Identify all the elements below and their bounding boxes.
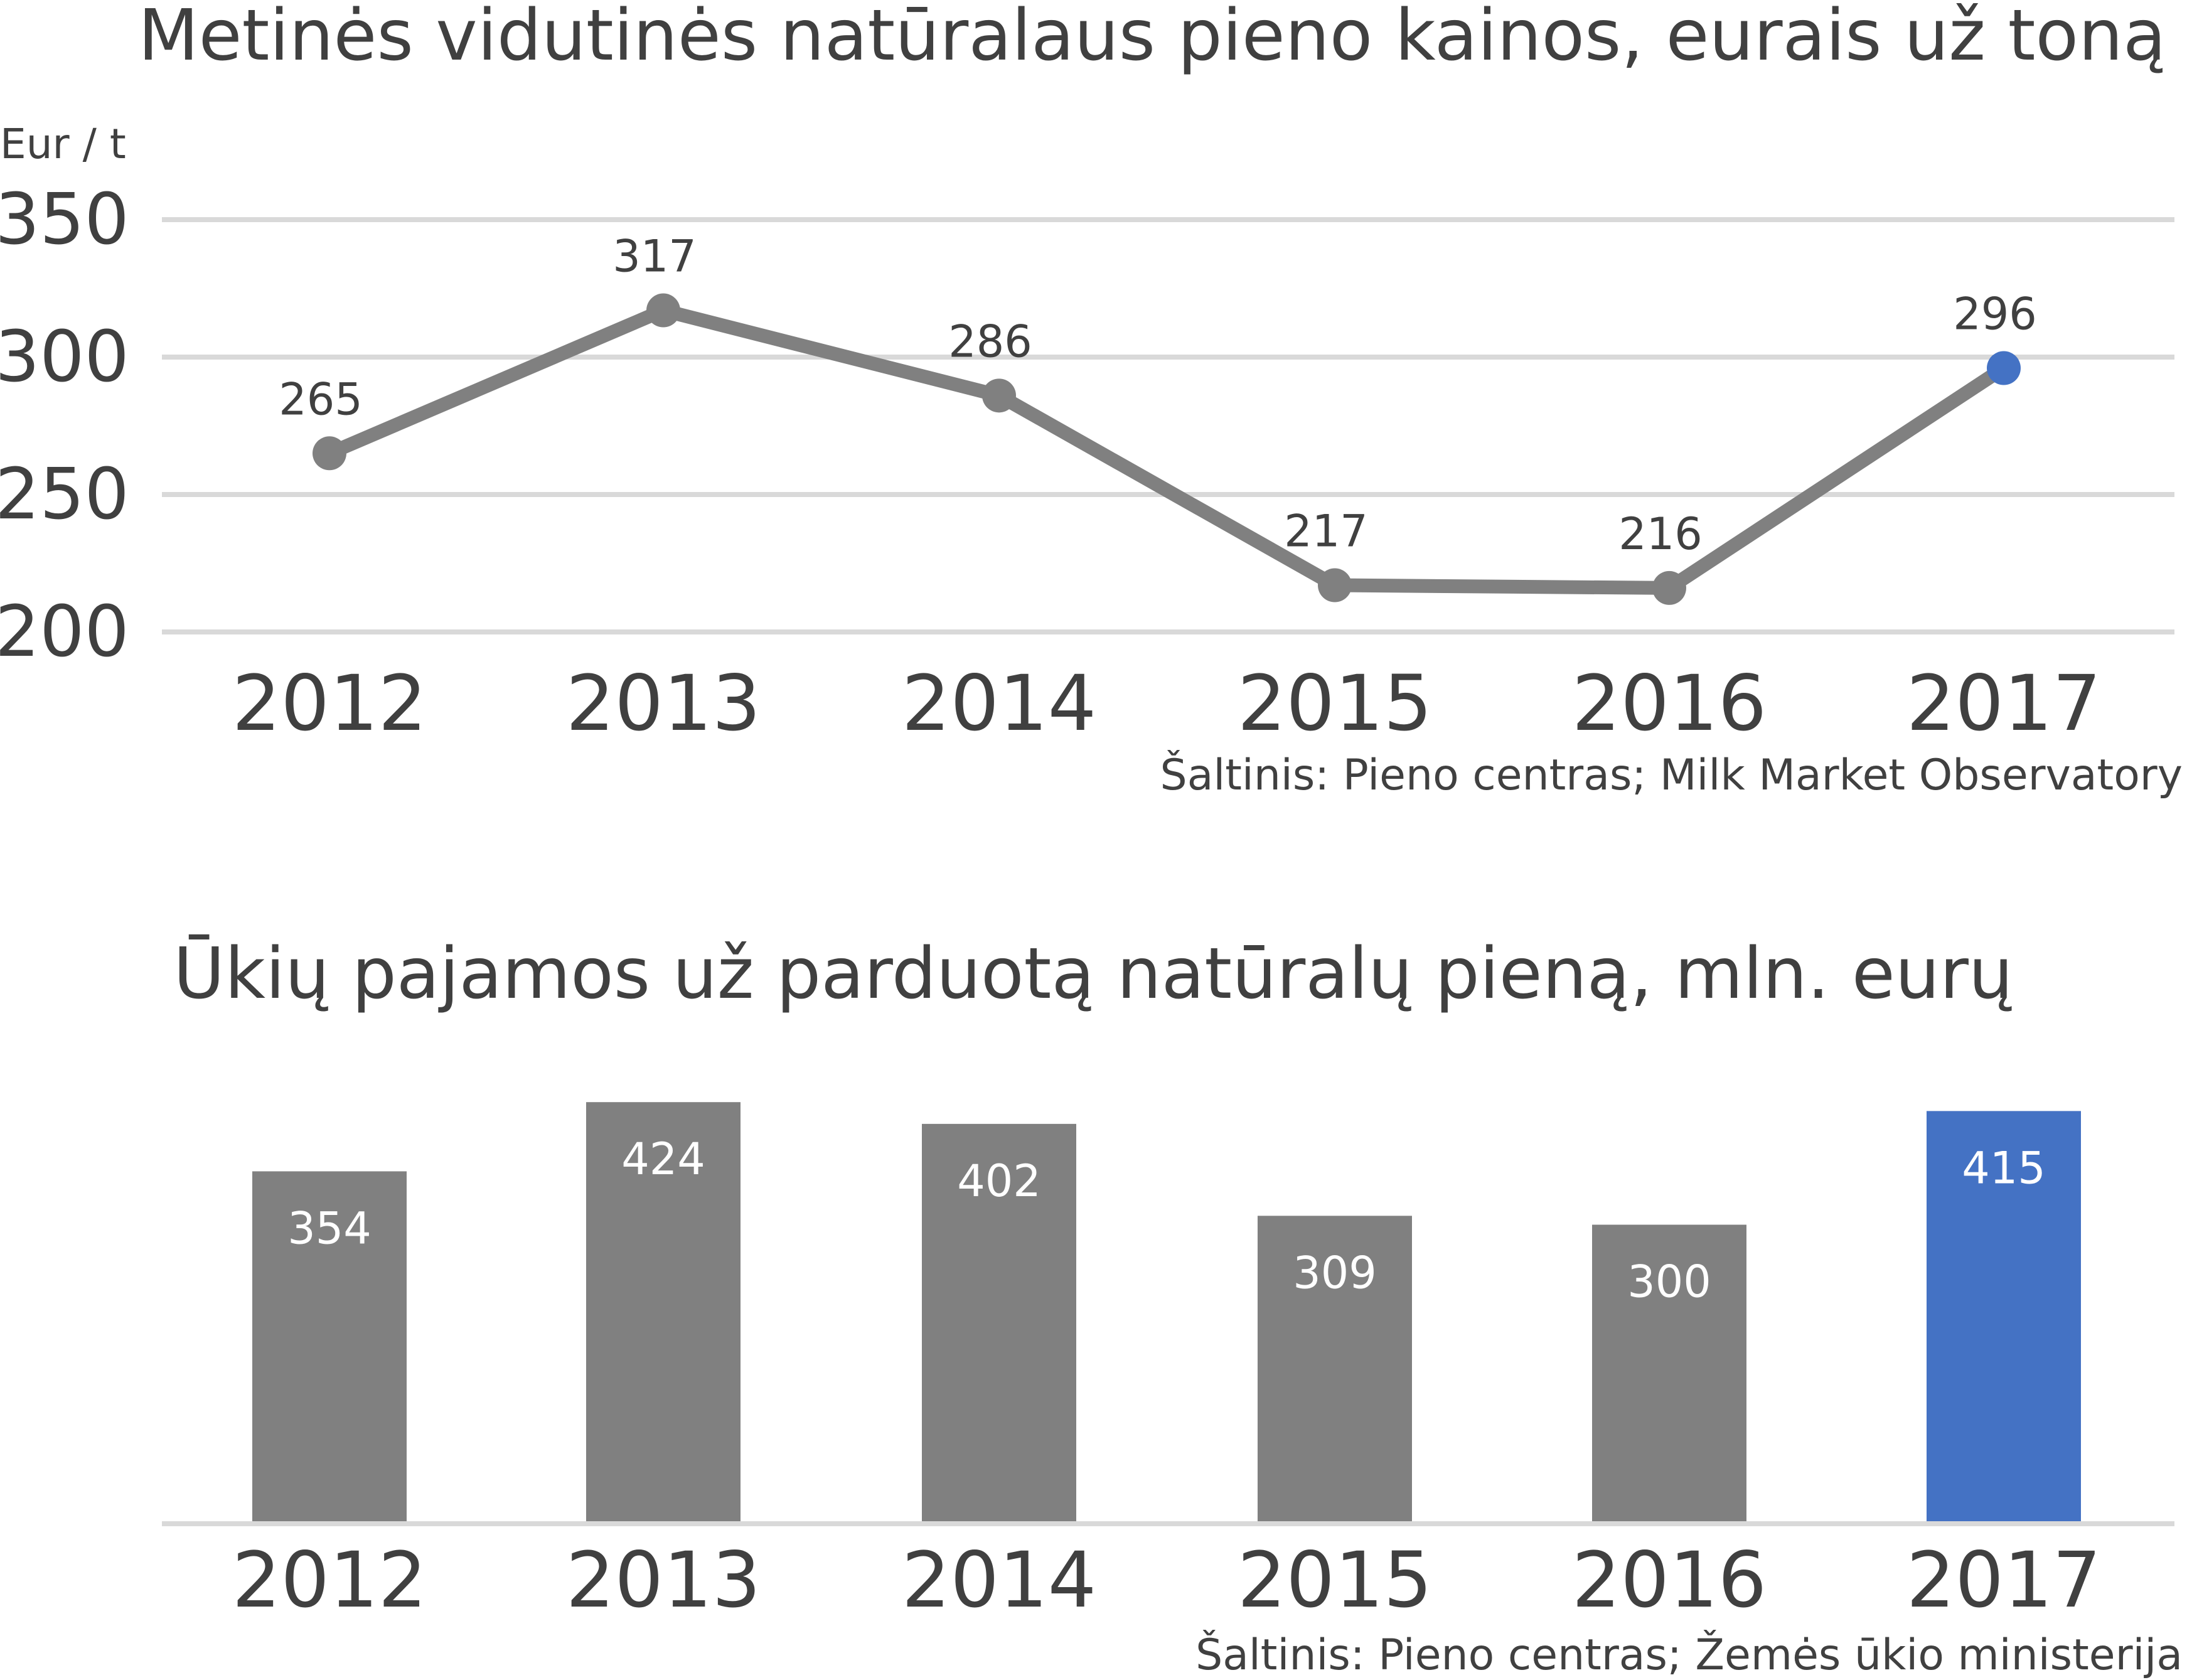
chart1-x-tick-label: 2017: [1906, 659, 2101, 748]
chart2-bar: [1592, 1224, 1746, 1521]
chart1-title: Metinės vidutinės natūralaus pieno kaino…: [138, 0, 2166, 77]
chart1-series: 265 317 286 217 216 296: [279, 231, 2037, 605]
chart1-x-ticks: 2012 2013 2014 2015 2016 2017: [232, 659, 2101, 748]
chart2-x-tick-label: 2016: [1572, 1536, 1767, 1625]
chart1-y-ticks: 200 250 300 350: [0, 179, 129, 673]
chart2-data-label: 424: [621, 1133, 705, 1185]
chart1-y-tick-label: 350: [0, 179, 129, 260]
chart1-point: [646, 293, 680, 328]
chart1-x-tick-label: 2016: [1572, 659, 1767, 748]
chart1-point: [313, 436, 346, 471]
chart2-data-label: 300: [1627, 1256, 1711, 1308]
chart2-x-tick-label: 2014: [902, 1536, 1096, 1625]
chart1-point: [1987, 351, 2021, 385]
chart1-y-tick-label: 300: [0, 316, 129, 398]
chart2-x-ticks: 2012 2013 2014 2015 2016 2017: [232, 1536, 2101, 1625]
income-bar-chart: Ūkių pajamos už parduotą natūralų pieną,…: [162, 933, 2183, 1680]
chart2-x-tick-label: 2013: [566, 1536, 761, 1625]
chart1-y-tick-label: 200: [0, 591, 129, 673]
chart1-point: [1652, 570, 1686, 605]
chart1-data-label: 296: [1953, 289, 2037, 340]
chart2-title: Ūkių pajamos už parduotą natūralų pieną,…: [173, 933, 2013, 1015]
chart2-series: 354 424 402 309 300 415: [252, 1102, 2081, 1521]
chart1-data-label: 317: [612, 231, 697, 282]
chart1-x-tick-label: 2015: [1238, 659, 1432, 748]
chart1-point: [1318, 568, 1352, 602]
chart1-y-unit-label: Eur / t: [0, 120, 126, 168]
chart1-x-tick-label: 2012: [232, 659, 427, 748]
chart2-source: Šaltinis: Pieno centras; Žemės ūkio mini…: [1195, 1630, 2183, 1680]
chart2-data-label: 415: [1962, 1142, 2046, 1194]
chart1-source: Šaltinis: Pieno centras; Milk Market Obs…: [1160, 750, 2183, 800]
chart1-line: [326, 303, 2008, 595]
price-line-chart: Metinės vidutinės natūralaus pieno kaino…: [0, 0, 2183, 800]
chart2-data-label: 354: [287, 1202, 372, 1254]
chart1-x-tick-label: 2014: [902, 659, 1096, 748]
chart1-gridlines: [162, 217, 2174, 634]
chart1-y-tick-label: 250: [0, 454, 129, 535]
chart2-bar: [1258, 1216, 1412, 1521]
chart1-data-label: 216: [1618, 508, 1703, 560]
chart1-data-label: 217: [1284, 506, 1368, 557]
chart2-data-label: 402: [957, 1155, 1041, 1207]
chart2-bar: [922, 1123, 1076, 1521]
chart1-data-label: 265: [279, 373, 363, 425]
chart1-point: [982, 378, 1016, 413]
chart2-bar: [1927, 1111, 2081, 1521]
chart1-data-label: 286: [948, 316, 1032, 367]
chart2-x-tick-label: 2012: [232, 1536, 427, 1625]
chart1-x-tick-label: 2013: [566, 659, 761, 748]
chart2-x-tick-label: 2015: [1238, 1536, 1432, 1625]
chart2-x-tick-label: 2017: [1906, 1536, 2101, 1625]
chart2-data-label: 309: [1293, 1247, 1377, 1298]
chart2-bar: [252, 1171, 407, 1521]
chart2-bar: [586, 1102, 741, 1521]
